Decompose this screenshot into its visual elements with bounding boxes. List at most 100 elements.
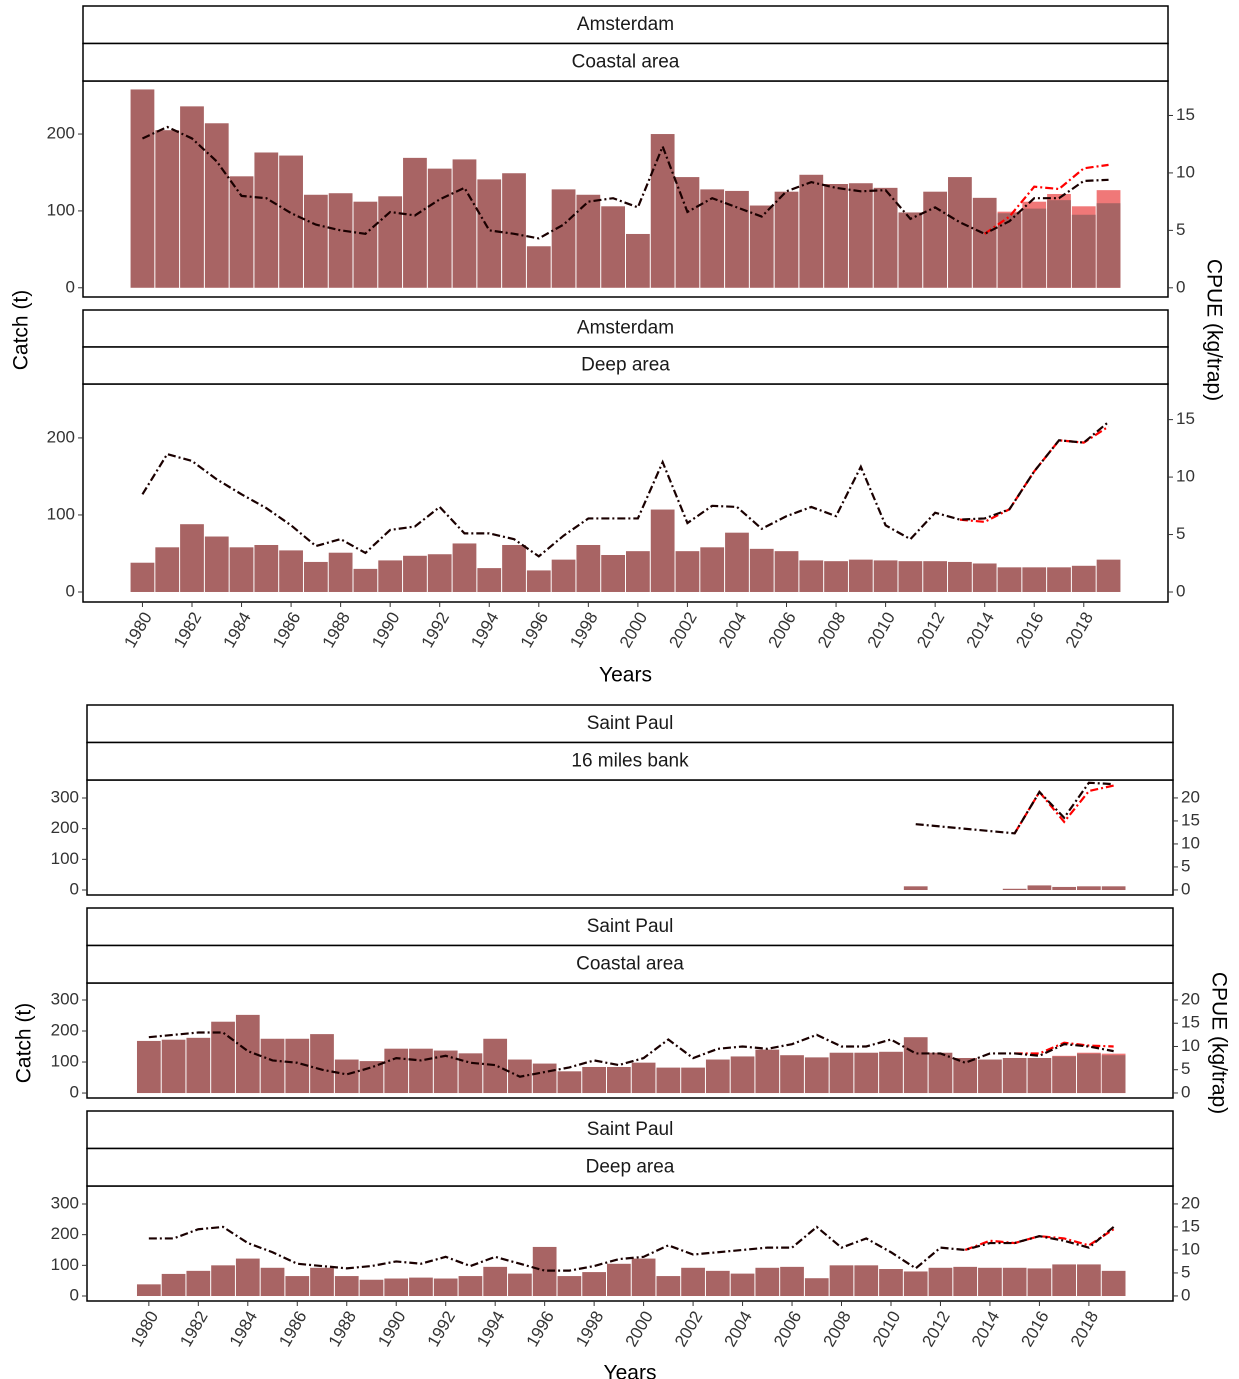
bar — [1027, 1268, 1052, 1297]
bar — [155, 547, 180, 592]
y2-tick-label: 10 — [1176, 467, 1195, 486]
y2-tick-label: 5 — [1176, 220, 1185, 239]
bar — [903, 886, 928, 891]
bar — [1047, 200, 1071, 288]
x-tick-label: 2016 — [1012, 609, 1047, 651]
bar — [235, 1258, 260, 1297]
bar — [136, 1040, 161, 1094]
y-tick-label: 200 — [51, 1224, 79, 1243]
bar — [1047, 567, 1071, 592]
bar — [1077, 886, 1101, 891]
bar — [229, 547, 254, 592]
y-tick-label: 300 — [51, 1193, 79, 1212]
bar — [705, 1059, 730, 1094]
strip — [86, 944, 1174, 984]
x-tick-label: 2004 — [721, 1308, 756, 1350]
bar — [829, 1265, 854, 1297]
bar — [353, 568, 378, 592]
bar — [359, 1279, 384, 1297]
x-tick-label: 1984 — [220, 609, 255, 651]
bar — [576, 194, 601, 288]
bar — [1052, 1264, 1077, 1297]
plot-area — [130, 89, 1121, 288]
bar — [650, 509, 675, 592]
bar — [978, 1267, 1002, 1297]
cpue-line — [148, 1225, 1115, 1272]
strip-label: Coastal area — [576, 953, 684, 974]
bar — [532, 1063, 557, 1094]
strip-label: Amsterdam — [577, 14, 674, 35]
bar — [928, 1052, 953, 1094]
bar — [254, 544, 279, 592]
y-tick-label: 0 — [70, 1083, 79, 1102]
bar — [211, 1265, 235, 1297]
y-tick-label: 100 — [51, 849, 79, 868]
cpue-line — [964, 1228, 1115, 1251]
x-tick-label: 1982 — [176, 1308, 211, 1350]
bar — [1022, 567, 1047, 592]
bar — [235, 1014, 260, 1094]
x-tick-label: 1990 — [368, 609, 403, 651]
strip-label: Amsterdam — [577, 318, 674, 339]
x-tick-label: 2000 — [622, 1308, 657, 1350]
bar — [948, 177, 972, 288]
bar — [260, 1267, 285, 1297]
y2-tick-label: 15 — [1176, 105, 1195, 124]
bar — [972, 197, 997, 288]
y-tick-label: 0 — [70, 879, 79, 898]
bar — [780, 1266, 804, 1297]
bar — [601, 555, 625, 592]
x-axis-title: Years — [604, 1362, 657, 1379]
y2-tick-label: 20 — [1181, 787, 1200, 806]
bar — [229, 176, 254, 288]
bar — [576, 544, 601, 592]
plot-area — [136, 1014, 1126, 1094]
bar — [953, 1057, 978, 1094]
x-tick-label: 2018 — [1062, 609, 1097, 651]
bar — [923, 191, 948, 288]
bar — [978, 1059, 1002, 1094]
x-tick-label: 1986 — [275, 1308, 310, 1350]
bar — [384, 1278, 409, 1297]
bar — [854, 1052, 879, 1094]
bar — [948, 561, 972, 592]
bar — [1027, 1057, 1052, 1094]
y2-tick-label: 15 — [1176, 409, 1195, 428]
bar — [705, 1270, 730, 1297]
y2-tick-label: 10 — [1181, 833, 1200, 852]
y2-tick-label: 15 — [1181, 1013, 1200, 1032]
x-tick-label: 2016 — [1017, 1308, 1052, 1350]
x-tick-label: 1996 — [517, 609, 552, 651]
bar — [675, 551, 700, 592]
strip-label: Saint Paul — [587, 1119, 674, 1140]
bar — [1052, 886, 1077, 891]
bar — [656, 1067, 681, 1094]
bar — [725, 532, 749, 592]
bar — [1101, 1270, 1126, 1297]
bar — [997, 567, 1022, 592]
bar — [279, 155, 303, 288]
strip — [86, 1147, 1174, 1187]
y2-tick-label: 20 — [1181, 989, 1200, 1008]
bar — [953, 1266, 978, 1297]
bar — [204, 536, 229, 592]
bar — [997, 213, 1022, 288]
bar — [1027, 885, 1052, 891]
strip-label: 16 miles bank — [571, 750, 689, 771]
x-tick-label: 2008 — [819, 1308, 854, 1350]
bar — [334, 1059, 359, 1094]
bar — [285, 1276, 310, 1297]
bar — [903, 1271, 928, 1297]
bar — [725, 190, 749, 288]
strip — [86, 907, 1174, 947]
bar — [452, 543, 477, 592]
strip-label: Deep area — [586, 1156, 675, 1177]
bar — [186, 1037, 211, 1094]
bar — [279, 550, 303, 592]
bar — [155, 130, 180, 288]
bar — [427, 554, 452, 592]
bar — [582, 1272, 606, 1297]
bar — [532, 1246, 557, 1297]
x-tick-label: 2008 — [814, 609, 849, 651]
